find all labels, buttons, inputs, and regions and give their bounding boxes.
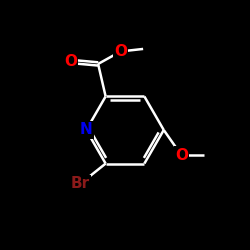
Text: O: O <box>175 148 188 162</box>
Text: O: O <box>114 44 127 59</box>
Text: N: N <box>80 122 92 138</box>
Text: Br: Br <box>71 176 90 191</box>
Text: O: O <box>64 54 77 69</box>
